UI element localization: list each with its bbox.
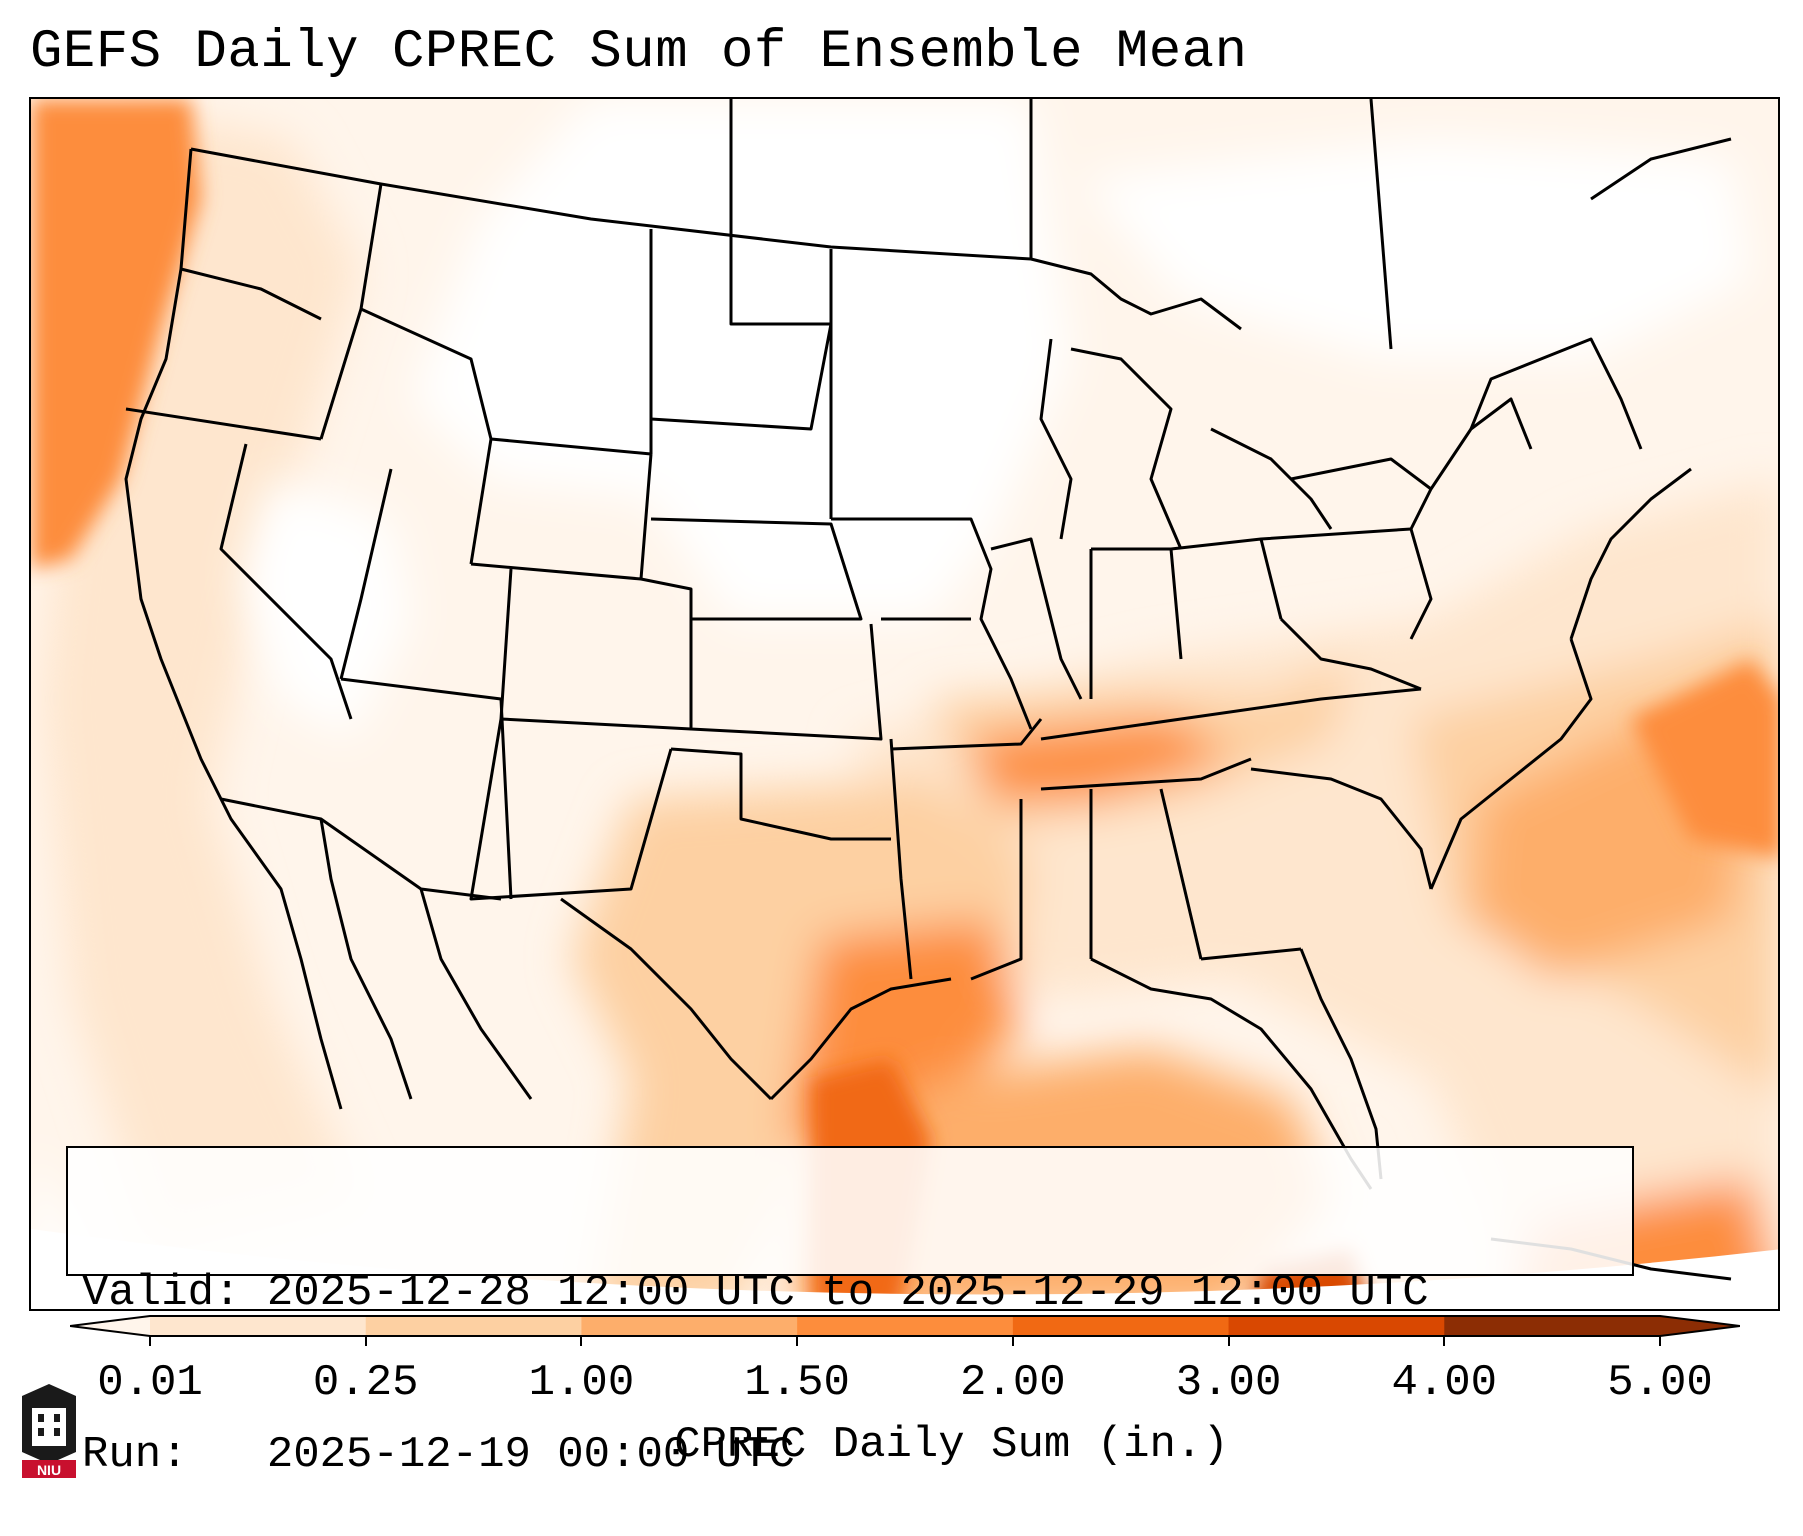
colorbar-segment [1444, 1316, 1661, 1336]
boundaries [124, 99, 1732, 1281]
boundary-al-ga [1159, 788, 1203, 960]
mexico-west-coast [419, 888, 533, 1100]
precip-map [29, 97, 1780, 1311]
colorbar-segment [365, 1316, 582, 1336]
florida-atlantic-coast [1299, 948, 1383, 1180]
colorbar-extend-high [1660, 1316, 1740, 1336]
atlantic-coast-carolinas [1429, 638, 1593, 890]
logo-text: NIU [37, 1462, 61, 1478]
boundary-sc-ga [1250, 767, 1433, 890]
dry-great-basin [241, 479, 411, 739]
boundary-tn-south [1040, 757, 1252, 791]
gulf-coast-texas [769, 977, 952, 1101]
boundary-pennsylvania [1260, 527, 1433, 640]
boundary-ms-la [970, 799, 1023, 981]
colorbar-tick [796, 1336, 799, 1346]
colorbar-segment [150, 1316, 367, 1336]
lake-michigan-west [1039, 338, 1073, 540]
run-time-text: Run: 2025-12-19 00:00 UTC [82, 1430, 795, 1480]
us-mexico-border-texas [560, 897, 773, 1101]
colorbar-tick-label: 2.00 [960, 1358, 1066, 1408]
colorbar-tick-label: 1.00 [528, 1358, 635, 1408]
colorbar-tick [1443, 1336, 1446, 1346]
logo-window-1 [38, 1414, 44, 1422]
boundary-tx-la [889, 738, 913, 980]
boundary-new-mexico [469, 718, 673, 901]
valid-run-infobox: Valid: 2025-12-28 12:00 UTC to 2025-12-2… [66, 1146, 1634, 1480]
boundary-va-wv [1279, 617, 1422, 691]
boundary-kansas [689, 619, 883, 741]
canada-coastline [1590, 137, 1732, 201]
boundary-iowa-mo [831, 517, 1033, 730]
colorbar-segment [581, 1316, 798, 1336]
logo-window-4 [54, 1428, 60, 1436]
boundary-nebraska [650, 517, 863, 621]
colorbar-tick [580, 1336, 583, 1346]
boundary-lake-superior [1030, 257, 1242, 331]
colorbar-tick-label: 4.00 [1391, 1358, 1498, 1408]
colorbar-segment [797, 1316, 1014, 1336]
boundary-mt-wy [360, 307, 652, 456]
logo-window-2 [54, 1414, 60, 1422]
boundary-wy-west [469, 438, 493, 565]
map-svg [31, 99, 1778, 1309]
dry-northern-plains [411, 99, 1071, 619]
boundary-fl-north [1200, 947, 1302, 961]
colorbar-tick-label: 0.01 [97, 1358, 203, 1408]
colorbar-segment [1228, 1316, 1445, 1336]
lake-michigan-east [1070, 347, 1183, 550]
logo-red-band [22, 1460, 76, 1478]
domain-edge [31, 1229, 1778, 1309]
us-canada-border [190, 147, 1032, 261]
boundary-oklahoma [670, 747, 891, 841]
boundary-canada-2 [1369, 99, 1393, 350]
colorbar-tick [1227, 1336, 1230, 1346]
colorbar-extend-low [70, 1316, 150, 1336]
boundary-new-england [1469, 337, 1643, 450]
niu-logo: NIU [22, 1384, 76, 1478]
colorbar-tick-label: 0.25 [312, 1358, 419, 1408]
boundary-ca-nv [219, 443, 353, 720]
boundary-nv-ut [339, 468, 393, 680]
colorbar-segment [1012, 1316, 1230, 1336]
boundary-illinois [990, 537, 1083, 700]
boundary-wa-or [180, 267, 322, 321]
boundary-mo-ar [890, 718, 1043, 751]
boundary-tn-ky [1040, 687, 1422, 741]
colorbar-tick [1011, 1336, 1014, 1346]
colorbar [70, 1315, 1740, 1337]
colorbar-tick-label: 1.50 [744, 1358, 850, 1408]
colorbar-tick-label: 5.00 [1607, 1358, 1713, 1408]
precip-field [31, 99, 1778, 1309]
precip-missouri-band [971, 719, 1231, 799]
lake-ontario-shore [1290, 457, 1432, 491]
colorbar-segments [150, 1316, 1661, 1336]
precip-pacific-nw [31, 99, 201, 569]
valid-time-text: Valid: 2025-12-28 12:00 UTC to 2025-12-2… [82, 1268, 1429, 1318]
logo-window-3 [38, 1428, 44, 1436]
dry-canada [1081, 139, 1751, 359]
map-title: GEFS Daily CPREC Sum of Ensemble Mean [30, 22, 1248, 83]
baja-coast [319, 818, 413, 1100]
colorbar-tick [364, 1336, 367, 1346]
atlantic-coast-northeast [1569, 467, 1692, 640]
pacific-coastline [124, 148, 343, 1110]
colorbar-label: CPREC Daily Sum (in.) [674, 1420, 1229, 1470]
colorbar-tick-label: 3.00 [1175, 1358, 1282, 1408]
boundary-or-ca [125, 407, 322, 441]
colorbar-tick [149, 1336, 151, 1346]
logo-building [32, 1408, 66, 1446]
precip-offshore-core [1631, 659, 1778, 859]
colorbar-tick [1659, 1336, 1661, 1346]
colorbar-ticks: 0.01 0.25 1.00 1.50 2.00 3.00 4.00 5.00 [0, 1336, 1803, 1408]
us-mexico-border-west [220, 797, 502, 901]
